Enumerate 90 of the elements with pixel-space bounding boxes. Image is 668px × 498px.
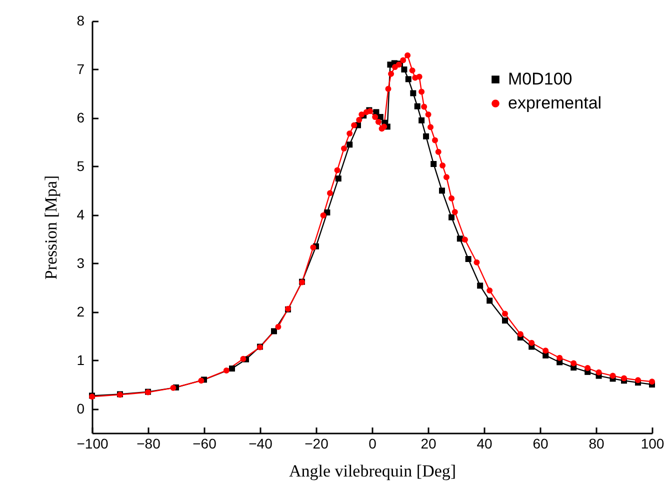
point [610, 372, 616, 379]
point [240, 356, 246, 362]
y-tick-label: 6 [76, 109, 85, 126]
point [432, 137, 438, 144]
y-tick-label: 0 [76, 400, 85, 416]
point [439, 188, 445, 194]
point [448, 214, 455, 220]
point [486, 298, 493, 304]
point [477, 282, 484, 289]
point [448, 195, 455, 202]
point [404, 52, 411, 58]
x-tick-label: −100 [76, 436, 108, 452]
y-tick-label: 8 [76, 12, 85, 28]
point [401, 66, 408, 72]
point [405, 76, 412, 82]
point [542, 352, 549, 358]
point [570, 360, 577, 366]
y-tick-label: 1 [76, 352, 85, 368]
point [542, 348, 549, 354]
legend-label: M0D100 [508, 70, 572, 88]
point [388, 70, 394, 77]
x-tick-label: 100 [640, 436, 664, 452]
point [528, 340, 535, 346]
y-axis-title: Pression [Mpa] [42, 175, 61, 280]
y-tick-label: 5 [76, 158, 85, 174]
point [356, 116, 362, 123]
point [621, 375, 627, 382]
x-tick-label: 0 [368, 436, 377, 452]
point [465, 256, 472, 262]
point [229, 366, 235, 372]
point [346, 142, 353, 148]
point [462, 236, 468, 243]
point [517, 331, 524, 338]
point [416, 74, 422, 80]
y-tick-label: 7 [76, 60, 85, 77]
point [334, 167, 340, 174]
point [335, 176, 342, 182]
point [502, 318, 508, 324]
point [456, 236, 463, 242]
point [430, 160, 437, 167]
point [170, 384, 176, 391]
point [414, 103, 420, 110]
point [635, 377, 641, 384]
x-tick-label: −40 [248, 436, 273, 452]
point [327, 190, 333, 196]
point [649, 378, 655, 385]
point [435, 148, 442, 155]
point [223, 367, 230, 374]
x-tick-label: 60 [532, 436, 548, 452]
point [418, 88, 425, 95]
point [271, 328, 277, 334]
point [310, 244, 316, 250]
point [351, 122, 358, 128]
point [425, 112, 432, 118]
point [400, 57, 406, 64]
point [440, 162, 446, 168]
y-tick-label: 2 [76, 303, 85, 320]
point [341, 145, 347, 152]
x-tick-label: 20 [420, 436, 436, 452]
point [584, 365, 591, 372]
x-axis-title: Angle vilebrequin [Deg] [288, 462, 456, 480]
point [409, 67, 416, 74]
point [410, 90, 416, 96]
point [418, 117, 425, 124]
point [372, 114, 378, 120]
point [443, 174, 450, 180]
point [381, 124, 388, 130]
point [556, 354, 563, 361]
point [423, 133, 430, 140]
legend-label: expremental [508, 94, 602, 112]
point [346, 130, 353, 136]
x-tick-label: −60 [192, 436, 217, 452]
point [320, 212, 326, 218]
x-tick-label: 40 [476, 436, 492, 452]
point [198, 378, 204, 384]
point [596, 369, 602, 376]
x-tick-label: 80 [588, 436, 604, 452]
point [421, 104, 428, 110]
y-tick-label: 3 [76, 254, 85, 271]
point [486, 288, 493, 294]
point [275, 324, 282, 330]
point [375, 118, 382, 125]
x-tick-label: −20 [304, 436, 329, 452]
y-tick-label: 4 [76, 206, 85, 222]
point [474, 259, 480, 266]
point [385, 86, 392, 92]
point [452, 208, 458, 215]
x-tick-label: −80 [136, 436, 161, 452]
point [428, 124, 434, 130]
point [502, 310, 508, 317]
